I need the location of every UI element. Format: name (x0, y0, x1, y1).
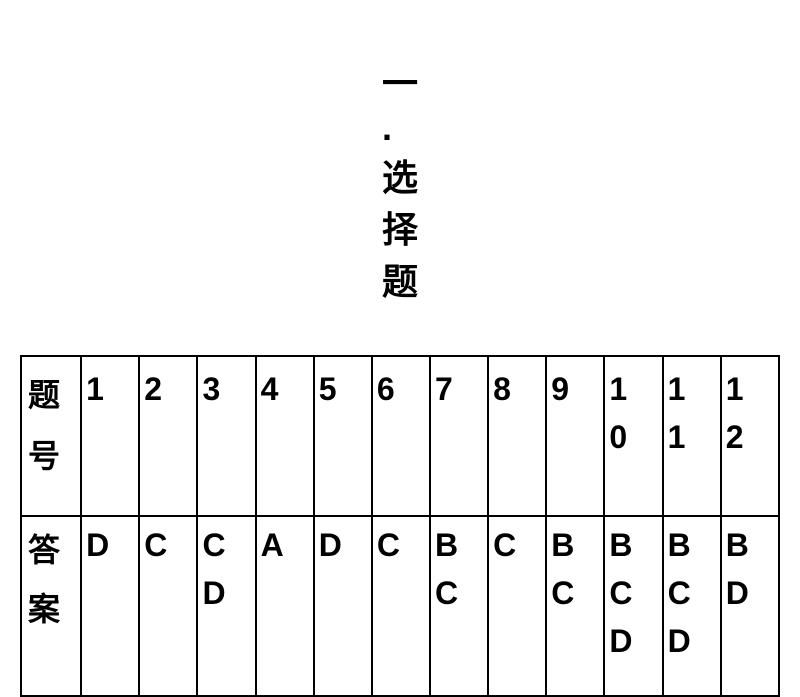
question-num-10: 10 (605, 357, 661, 469)
answer-table: 题号 1 2 3 4 5 6 7 8 9 10 11 12 答案 D C CD … (20, 355, 780, 697)
answer-9: BC (547, 517, 603, 621)
answer-11: BCD (664, 517, 720, 669)
answer-7: BC (431, 517, 487, 621)
answer-12: BD (722, 517, 778, 621)
answer-header: 答案 (22, 517, 80, 643)
answer-2: C (140, 517, 196, 573)
question-number-row: 题号 1 2 3 4 5 6 7 8 9 10 11 12 (21, 356, 779, 516)
answer-1: D (82, 517, 138, 573)
question-number-header: 题号 (22, 357, 80, 495)
answer-8: C (489, 517, 545, 573)
answer-4: A (257, 517, 313, 573)
question-num-2: 2 (140, 357, 196, 421)
question-num-8: 8 (489, 357, 545, 421)
question-num-9: 9 (547, 357, 603, 421)
answer-6: C (373, 517, 429, 573)
question-num-4: 4 (257, 357, 313, 421)
answer-10: BCD (605, 517, 661, 669)
question-num-11: 11 (664, 357, 720, 469)
question-num-1: 1 (82, 357, 138, 421)
question-num-7: 7 (431, 357, 487, 421)
question-num-12: 12 (722, 357, 778, 469)
answer-5: D (315, 517, 371, 573)
answer-row: 答案 D C CD A D C BC C BC BCD BCD BD (21, 516, 779, 696)
answer-3: CD (198, 517, 254, 621)
question-num-5: 5 (315, 357, 371, 421)
question-num-3: 3 (198, 357, 254, 421)
question-num-6: 6 (373, 357, 429, 421)
page-title: 一. 选择题 (382, 55, 418, 305)
